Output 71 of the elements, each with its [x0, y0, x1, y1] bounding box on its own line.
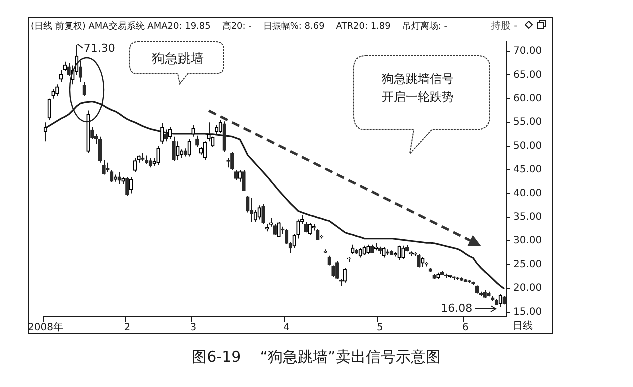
- x-tick-label: 2: [124, 322, 131, 334]
- candlestick: [78, 60, 83, 83]
- caption: 图6-19 “狗急跳墙”卖出信号示意图: [191, 348, 442, 367]
- candlestick: [164, 129, 168, 142]
- candlestick: [203, 141, 207, 162]
- candlestick: [63, 61, 68, 72]
- x-tick-label: 3: [190, 322, 197, 334]
- candlestick: [250, 198, 254, 223]
- candlestick: [421, 256, 425, 268]
- text: 日线: [513, 320, 533, 333]
- candlestick: [118, 172, 122, 185]
- candlestick: [343, 268, 347, 284]
- candlestick: [304, 222, 308, 234]
- candlestick: [160, 123, 164, 144]
- candlestick: [296, 219, 300, 240]
- x-tick-label: 4: [284, 322, 290, 334]
- candlestick: [156, 146, 160, 166]
- candlestick: [176, 141, 180, 162]
- candlestick: [332, 265, 336, 278]
- candlestick: [52, 88, 56, 100]
- candlestick: [382, 246, 386, 258]
- y-tick-label: 15.00: [514, 306, 542, 318]
- x-tick-label: 6: [462, 322, 469, 334]
- y-tick-label: 30.00: [514, 236, 542, 247]
- candlestick: [242, 170, 246, 192]
- candlestick: [336, 260, 340, 280]
- candlestick: [238, 170, 242, 182]
- candlestick: [214, 124, 219, 135]
- candlestick: [308, 222, 312, 236]
- y-tick-label: 40.00: [514, 188, 542, 200]
- candlestick: [192, 124, 196, 138]
- candlestick: [262, 204, 266, 225]
- y-tick-label: 55.00: [514, 117, 542, 128]
- annotation: 71.30: [84, 42, 116, 56]
- y-tick-label: 25.00: [514, 259, 542, 270]
- candlestick: [129, 176, 134, 194]
- y-tick-label: 50.00: [514, 140, 542, 152]
- candlestick: [106, 162, 110, 173]
- x-tick-label: 2008年: [28, 322, 64, 334]
- x-tick-label: 5: [376, 322, 384, 334]
- candlestick: [351, 244, 355, 254]
- annotation: 16.08: [441, 302, 473, 315]
- y-tick-label: 70.00: [514, 46, 542, 58]
- candlestick: [148, 158, 153, 168]
- candlestick: [258, 205, 262, 220]
- y-tick-label: 60.00: [514, 93, 542, 104]
- candlestick: [98, 136, 102, 164]
- candlestick: [188, 138, 192, 158]
- candlestick: [366, 244, 370, 254]
- y-tick-label: 20.00: [514, 283, 542, 294]
- candlestick: [56, 84, 60, 98]
- annotation: 狗急跳墙信号开启一轮跌势: [382, 71, 455, 106]
- candlestick: [59, 70, 64, 83]
- candlestick: [230, 152, 234, 171]
- candlestick: [102, 160, 106, 176]
- candlestick: [277, 222, 281, 238]
- y-tick-label: 35.00: [514, 212, 542, 224]
- y-tick-label: 65.00: [514, 70, 542, 81]
- chart-title: (日线 前复权) AMA交易系统 AMA20: 19.85 高20: - 日振幅%: 8.69 ATR20: 1.89 吊灯离场: -: [31, 20, 448, 33]
- candlestick: [226, 158, 230, 168]
- candlestick: [402, 245, 406, 260]
- text: 持股 -: [491, 20, 518, 33]
- y-tick-label: 45.00: [514, 164, 542, 176]
- candlestick: [172, 136, 176, 162]
- candlestick: [398, 245, 402, 261]
- candlestick: [133, 158, 137, 173]
- annotation: 狗急跳墙: [152, 51, 204, 68]
- candlestick: [126, 176, 130, 197]
- candlestick: [417, 253, 421, 268]
- candlestick: [362, 245, 366, 256]
- candlestick: [234, 170, 238, 181]
